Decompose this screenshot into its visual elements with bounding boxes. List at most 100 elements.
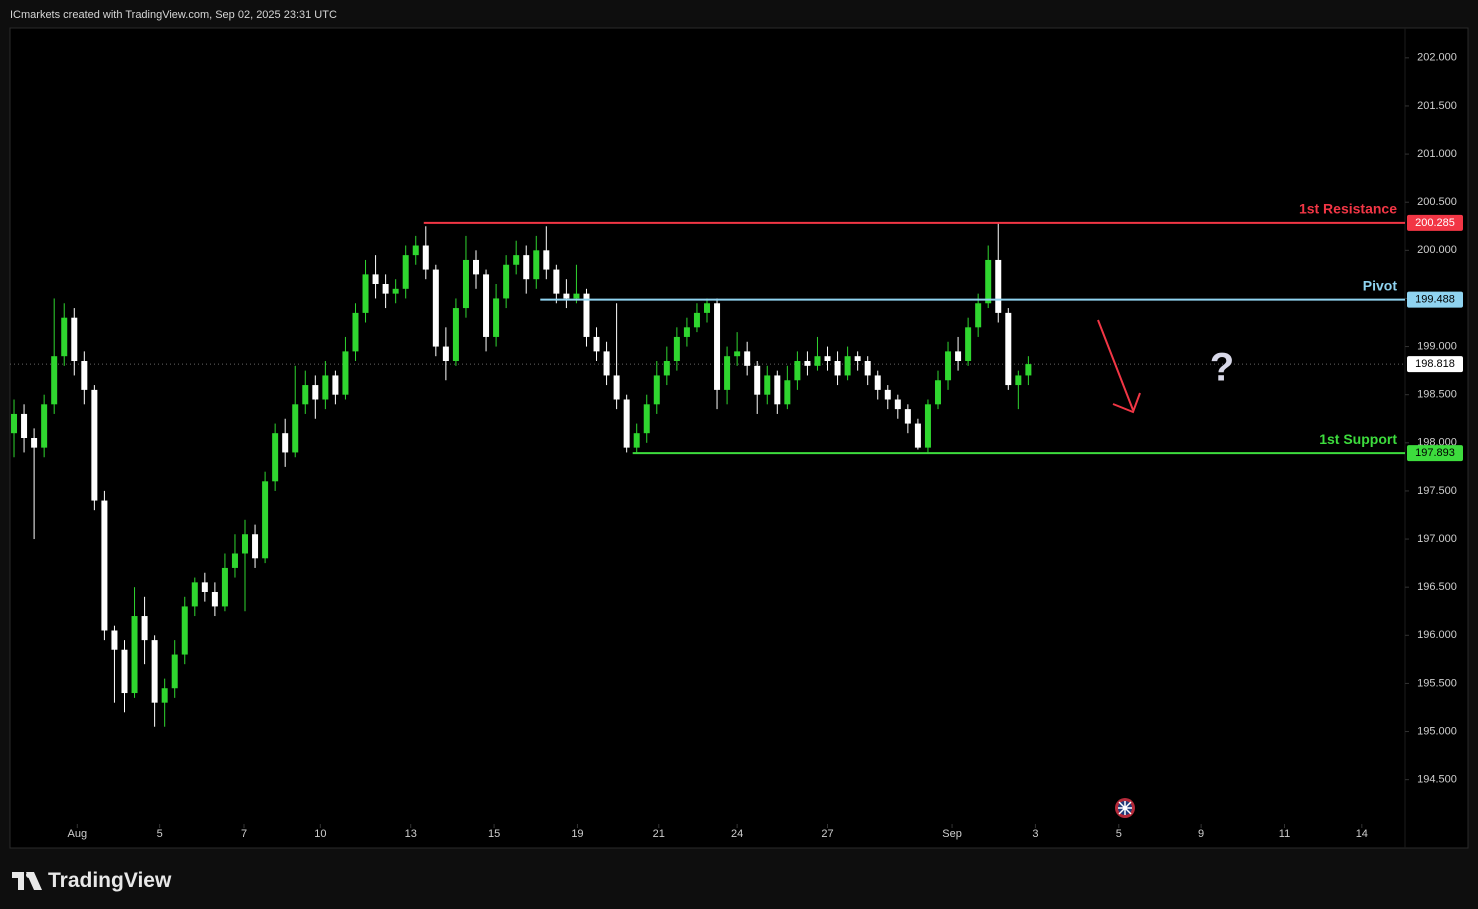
candle-body xyxy=(593,336,600,352)
candle-body xyxy=(31,438,38,448)
x-tick-label: 21 xyxy=(653,828,665,840)
candle-body xyxy=(643,404,650,434)
candle-body xyxy=(332,375,339,395)
candle-body xyxy=(965,327,972,362)
candle-body xyxy=(181,606,188,655)
candle-body xyxy=(91,389,98,501)
candle-body xyxy=(231,553,238,568)
candle-body xyxy=(161,688,168,703)
candle-body xyxy=(563,293,570,299)
flag-icon xyxy=(1115,798,1135,818)
candle-body xyxy=(985,259,992,304)
x-tick-label: 24 xyxy=(731,828,743,840)
candle-body xyxy=(523,255,530,280)
candle-body xyxy=(493,298,500,337)
candle-body xyxy=(322,375,329,400)
y-tick-label: 200.500 xyxy=(1417,196,1457,208)
candle-body xyxy=(804,361,811,366)
candle-body xyxy=(744,351,751,366)
candle-body xyxy=(764,375,771,395)
candle-body xyxy=(945,351,952,381)
x-tick-label: 13 xyxy=(405,828,417,840)
candle-body xyxy=(483,274,490,337)
x-tick-label: 3 xyxy=(1032,828,1038,840)
candle-body xyxy=(412,245,419,256)
candle-body xyxy=(432,269,439,347)
candle-body xyxy=(633,433,640,448)
last-price-box xyxy=(1407,356,1463,373)
y-tick-label: 200.000 xyxy=(1417,244,1457,256)
level-price-label: 197.893 xyxy=(1415,447,1455,459)
x-tick-label: 14 xyxy=(1356,828,1368,840)
candle-body xyxy=(71,317,78,362)
x-tick-label: 19 xyxy=(571,828,583,840)
candle-body xyxy=(362,274,369,313)
level-price-label: 200.285 xyxy=(1415,217,1455,229)
level-name: 1st Support xyxy=(1319,431,1397,447)
candle-body xyxy=(934,380,941,405)
candle-body xyxy=(452,308,459,362)
x-tick-label: Sep xyxy=(942,828,962,840)
candle-body xyxy=(171,654,178,689)
candle-body xyxy=(754,365,761,395)
candle-body xyxy=(995,259,1002,313)
candle-body xyxy=(242,534,249,554)
candle-body xyxy=(372,274,379,285)
logo-dot xyxy=(26,872,32,878)
candle-body xyxy=(623,399,630,448)
candle-body xyxy=(252,534,259,559)
level-price-box xyxy=(1407,291,1463,308)
candle-body xyxy=(41,404,48,448)
level-price-label: 199.488 xyxy=(1415,294,1455,306)
y-tick-label: 197.000 xyxy=(1417,533,1457,545)
candle-body xyxy=(673,336,680,362)
candle-body xyxy=(503,264,510,299)
level-name: 1st Resistance xyxy=(1299,201,1397,217)
candle-body xyxy=(1015,375,1022,386)
candle-body xyxy=(774,375,781,405)
candle-body xyxy=(473,259,480,275)
candle-body xyxy=(874,375,881,390)
y-tick-label: 202.000 xyxy=(1417,52,1457,64)
x-tick-label: 11 xyxy=(1279,828,1290,840)
x-tick-label: 27 xyxy=(821,828,833,840)
candle-body xyxy=(201,582,208,592)
candle-body xyxy=(352,312,359,352)
x-tick-label: 10 xyxy=(314,828,326,840)
candle-body xyxy=(191,582,198,607)
candle-body xyxy=(784,380,791,405)
candle-body xyxy=(272,433,279,482)
candle-body xyxy=(141,616,148,641)
x-tick-label: 9 xyxy=(1198,828,1204,840)
candle-body xyxy=(553,269,560,294)
y-tick-label: 195.000 xyxy=(1417,725,1457,737)
arrow xyxy=(1097,319,1141,414)
candle-body xyxy=(211,591,218,607)
x-tick-label: Aug xyxy=(68,828,88,840)
candle-body xyxy=(111,630,118,650)
candle-body xyxy=(462,259,469,309)
candle-body xyxy=(583,293,590,337)
y-tick-label: 194.500 xyxy=(1417,774,1457,786)
candle-body xyxy=(924,404,931,448)
candle-body xyxy=(382,284,389,294)
candle-body xyxy=(693,312,700,328)
candle-body xyxy=(513,255,520,265)
candle-body xyxy=(262,481,269,559)
candle-body xyxy=(683,327,690,337)
logo-mark xyxy=(12,872,42,890)
x-tick-label: 5 xyxy=(157,828,163,840)
candle-body xyxy=(834,361,841,376)
plot: 194.500 195.000 195.500 196.000 196.500 197.0… xyxy=(10,52,1463,840)
candle-body xyxy=(151,640,158,703)
candle-body xyxy=(11,413,18,434)
candle-body xyxy=(101,500,108,631)
candle-body xyxy=(884,389,891,400)
x-tick-label: 5 xyxy=(1116,828,1122,840)
x-tick-label: 15 xyxy=(488,828,500,840)
annotation: ? xyxy=(1210,346,1234,390)
candle-body xyxy=(81,361,88,390)
candle-body xyxy=(975,303,982,328)
